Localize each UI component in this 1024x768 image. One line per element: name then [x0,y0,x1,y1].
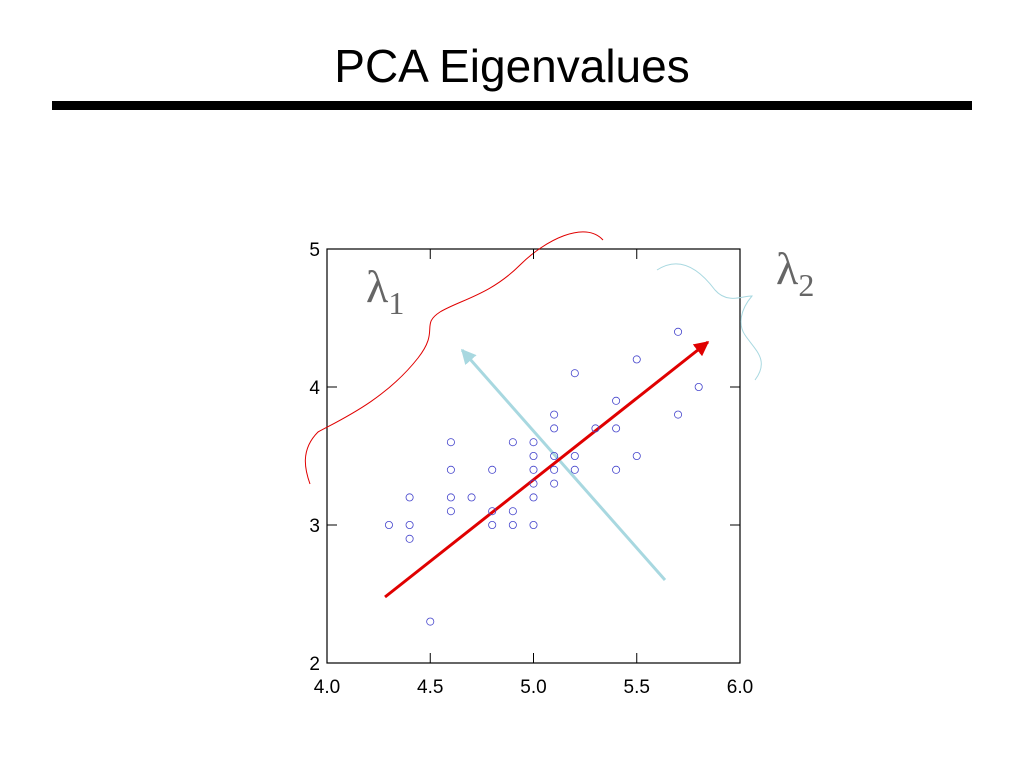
point [550,465,559,474]
point [529,493,538,502]
lambda1-brace [304,231,604,485]
point [529,451,538,460]
point [508,507,517,516]
point [529,521,538,530]
point [632,355,641,364]
x-tick-label: 6.0 [727,677,753,698]
lambda1-label: λ1 [366,261,404,321]
point [405,534,414,543]
x-tick-label: 4.5 [417,677,443,698]
lambda-symbol: λ [366,261,389,312]
lambda2-brace [656,263,762,381]
point [570,451,579,460]
lambda-symbol: λ [776,243,799,294]
point [591,424,600,433]
point [550,410,559,419]
y-tick-label: 2 [309,654,320,675]
point [488,465,497,474]
point [612,465,621,474]
point [550,451,559,460]
y-tick-label: 5 [309,240,320,261]
point [612,396,621,405]
point [405,493,414,502]
y-tick-label: 4 [309,378,320,399]
point [384,521,393,530]
point [612,424,621,433]
x-tick-label: 4.0 [314,677,340,698]
point [694,382,703,391]
point [529,465,538,474]
lambda2-label: λ2 [776,243,814,303]
point [508,438,517,447]
point [446,507,455,516]
x-tick-label: 5.0 [520,677,546,698]
point [488,507,497,516]
point [488,521,497,530]
y-tick-label: 3 [309,516,320,537]
point [426,617,435,626]
point [405,521,414,530]
slide-title: PCA Eigenvalues [334,40,689,92]
point [446,465,455,474]
point [529,479,538,488]
point [674,410,683,419]
point [570,465,579,474]
point [508,521,517,530]
x-tick-label: 5.5 [624,677,650,698]
lambda-subscript: 1 [388,285,404,321]
point [446,493,455,502]
title-rule [52,101,972,110]
point [570,369,579,378]
point [632,451,641,460]
point [529,438,538,447]
pc1-arrow [384,340,710,599]
point [674,327,683,336]
point [550,479,559,488]
pc2-arrow [460,348,667,581]
point [467,493,476,502]
point [550,424,559,433]
lambda-subscript: 2 [798,267,814,303]
point [446,438,455,447]
